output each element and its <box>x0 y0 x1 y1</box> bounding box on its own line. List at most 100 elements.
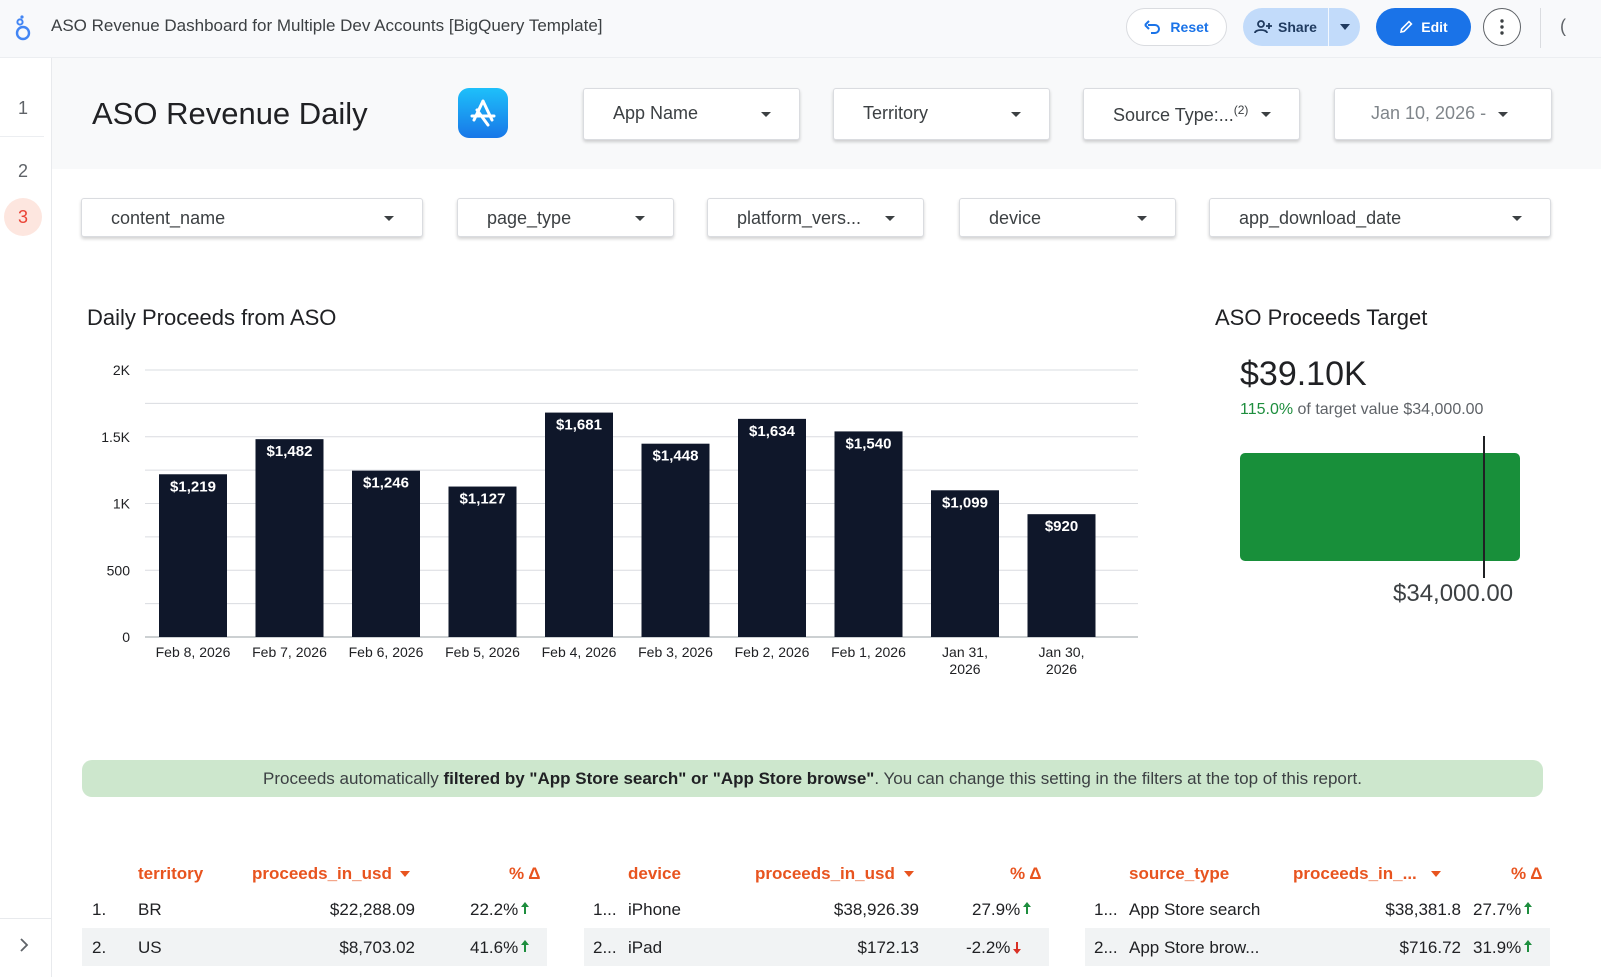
filter-label: page_type <box>487 208 572 228</box>
column-header-territory[interactable]: territory <box>138 864 204 883</box>
share-options-dropdown[interactable] <box>1329 8 1360 46</box>
filter-selected-count: (2) <box>1233 103 1249 117</box>
app-store-icon <box>458 88 508 138</box>
column-header-proceeds[interactable]: proceeds_in_usd <box>755 864 895 883</box>
caret-down-icon <box>1011 112 1021 117</box>
bar-data-label: $1,219 <box>170 478 216 495</box>
row-delta: 27.7% <box>1473 900 1533 920</box>
share-button-group: Share <box>1243 8 1360 46</box>
bar-data-label: $1,099 <box>942 494 988 511</box>
row-delta: 27.9% <box>972 900 1032 920</box>
caret-down-icon <box>635 216 645 221</box>
source-type-filter[interactable]: Source Type:...(2) <box>1083 88 1300 140</box>
bar[interactable] <box>931 490 999 637</box>
row-delta: 22.2% <box>470 900 530 920</box>
caret-down-icon <box>885 216 895 221</box>
y-tick-label: 0 <box>122 629 130 645</box>
y-tick-label: 2K <box>113 362 131 378</box>
column-header-proceeds[interactable]: proceeds_in_usd <box>252 864 392 883</box>
page-2-link[interactable]: 2 <box>17 161 28 181</box>
content-name-filter[interactable]: content_name <box>81 198 423 237</box>
bullet-target-label: $34,000.00 <box>1393 580 1514 607</box>
caret-down-icon <box>1261 112 1271 117</box>
x-tick-label: Feb 2, 2026 <box>735 644 810 660</box>
target-value: $39.10K <box>1240 355 1367 393</box>
target-comparison-text: of target value $34,000.00 <box>1297 401 1484 418</box>
share-button[interactable]: Share <box>1243 8 1328 46</box>
sort-desc-icon[interactable] <box>904 871 914 877</box>
row-proceeds: $172.13 <box>857 938 919 957</box>
table-row[interactable]: 1... iPhone $38,926.39 27.9% <box>584 890 1049 928</box>
page-1-link[interactable]: 1 <box>17 98 28 118</box>
row-proceeds: $716.72 <box>1399 938 1461 957</box>
territory-filter[interactable]: Territory <box>833 88 1050 140</box>
more-options-button[interactable] <box>1483 8 1521 46</box>
filter-label: platform_vers... <box>737 208 862 228</box>
bar[interactable] <box>448 486 517 637</box>
bar[interactable] <box>159 474 227 637</box>
caret-down-icon <box>1498 112 1508 117</box>
app-name-filter[interactable]: App Name <box>583 88 800 140</box>
page-3-link-active[interactable]: 3 <box>4 198 42 236</box>
target-title: ASO Proceeds Target <box>1215 305 1428 330</box>
column-header-source-type[interactable]: source_type <box>1129 864 1230 883</box>
target-percent: 115.0% <box>1240 401 1294 418</box>
column-header-device[interactable]: device <box>628 864 681 883</box>
looker-studio-logo-icon[interactable] <box>12 14 34 42</box>
column-header-delta[interactable]: % Δ <box>1511 864 1543 883</box>
caret-down-icon <box>1137 216 1147 221</box>
edit-button[interactable]: Edit <box>1376 8 1471 46</box>
chevron-right-icon[interactable] <box>19 938 29 952</box>
filter-label: device <box>989 208 1042 228</box>
row-delta: 31.9% <box>1473 938 1533 958</box>
table-row[interactable]: 2... App Store brow... $716.72 31.9% <box>1085 928 1550 966</box>
x-tick-label: 2026 <box>949 661 980 677</box>
table-row[interactable]: 2... iPad $172.13 -2.2% <box>584 928 1049 966</box>
bar[interactable] <box>352 470 420 637</box>
x-tick-label: Feb 6, 2026 <box>349 644 424 660</box>
row-proceeds: $8,703.02 <box>339 938 415 957</box>
bar[interactable] <box>641 443 710 637</box>
chart-title: Daily Proceeds from ASO <box>87 305 337 330</box>
bar[interactable] <box>1027 514 1096 637</box>
share-divider <box>1328 8 1329 46</box>
arrow-up-icon <box>1524 902 1533 914</box>
app-download-date-filter[interactable]: app_download_date <box>1209 198 1551 237</box>
platform-version-filter[interactable]: platform_vers... <box>707 198 924 237</box>
row-source-type: App Store search <box>1129 900 1261 919</box>
reset-button[interactable]: Reset <box>1126 8 1227 46</box>
toolbar-divider <box>1540 8 1541 48</box>
table-row[interactable]: 2. US $8,703.02 41.6% <box>82 928 547 966</box>
x-tick-label: Feb 8, 2026 <box>156 644 231 660</box>
add-person-icon <box>1254 20 1273 34</box>
row-proceeds: $38,381.8 <box>1385 900 1461 919</box>
page-type-filter[interactable]: page_type <box>457 198 674 237</box>
column-header-proceeds[interactable]: proceeds_in_... <box>1293 864 1417 883</box>
bullet-progress-bar[interactable] <box>1240 453 1520 561</box>
report-title: ASO Revenue Daily <box>92 96 368 131</box>
y-tick-label: 500 <box>107 562 131 578</box>
column-header-delta[interactable]: % Δ <box>509 864 541 883</box>
table-row[interactable]: 1. BR $22,288.09 22.2% <box>82 890 547 928</box>
bar[interactable] <box>834 431 903 637</box>
arrow-down-icon <box>1013 942 1022 954</box>
bar[interactable] <box>545 412 613 637</box>
account-icon[interactable]: ( <box>1560 16 1566 36</box>
bar-data-label: $1,448 <box>653 448 699 465</box>
bar-data-label: $920 <box>1045 518 1078 535</box>
column-header-delta[interactable]: % Δ <box>1010 864 1042 883</box>
date-range-filter[interactable]: Jan 10, 2026 - <box>1334 88 1552 140</box>
sort-desc-icon[interactable] <box>400 871 410 877</box>
table-row[interactable]: 1... App Store search $38,381.8 27.7% <box>1085 890 1550 928</box>
bar[interactable] <box>255 439 324 637</box>
device-filter[interactable]: device <box>959 198 1176 237</box>
filter-label: content_name <box>111 208 226 228</box>
rail-divider <box>0 918 52 919</box>
row-index: 1... <box>1094 900 1118 919</box>
report-document-title[interactable]: ASO Revenue Dashboard for Multiple Dev A… <box>51 16 603 35</box>
daily-proceeds-bar-chart[interactable]: 0 500 1K 1.5K 2K $1,219 Feb 8, 2026 $1,482 Feb 7… <box>80 352 1150 692</box>
bar[interactable] <box>738 418 806 637</box>
sort-desc-icon[interactable] <box>1431 871 1441 877</box>
banner-suffix: . You can change this setting in the fil… <box>874 768 1362 788</box>
arrow-up-icon <box>1524 940 1533 952</box>
